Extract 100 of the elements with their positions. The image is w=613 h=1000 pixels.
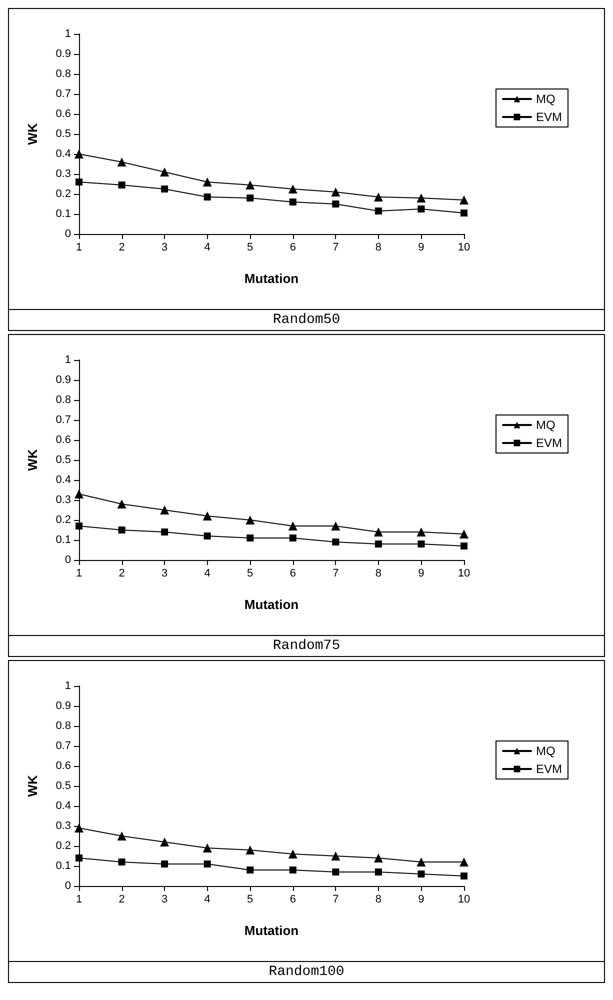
point xyxy=(117,500,126,508)
x-tick-label: 9 xyxy=(418,894,424,906)
y-tick-label: 0.2 xyxy=(56,514,71,526)
point xyxy=(160,506,170,514)
point xyxy=(460,858,468,866)
y-tick-label: 0.7 xyxy=(56,740,71,752)
point xyxy=(204,194,211,200)
x-tick-label: 10 xyxy=(458,894,470,906)
point xyxy=(161,528,168,536)
y-tick-label: 0.3 xyxy=(56,494,71,506)
y-tick-label: 0.4 xyxy=(56,474,71,486)
y-tick-label: 0.4 xyxy=(56,148,71,160)
x-tick-label: 2 xyxy=(118,894,125,906)
point xyxy=(331,188,340,196)
point xyxy=(374,208,382,214)
x-tick-label: 2 xyxy=(118,568,125,580)
point xyxy=(117,832,126,840)
x-tick-label: 5 xyxy=(247,894,254,906)
text: Random50 xyxy=(9,309,604,330)
text: Random75 xyxy=(9,635,604,656)
x-tick-label: 10 xyxy=(458,568,470,580)
point xyxy=(289,534,296,542)
y-tick-label: 0.3 xyxy=(56,168,71,180)
x-tick-label: 8 xyxy=(375,894,382,906)
point xyxy=(246,866,254,874)
point xyxy=(332,200,340,208)
point xyxy=(374,854,383,862)
x-tick-label: 6 xyxy=(290,894,296,906)
point xyxy=(118,182,126,188)
point xyxy=(246,180,255,190)
x-tick-label: 3 xyxy=(161,242,168,254)
y-tick-label: 0 xyxy=(64,880,71,892)
y-tick-label: 0.5 xyxy=(56,128,71,140)
point xyxy=(374,192,383,202)
y-tick-label: 1 xyxy=(64,354,71,366)
point xyxy=(160,838,170,846)
point xyxy=(374,540,382,548)
y-axis-title: WK xyxy=(25,774,40,797)
point xyxy=(160,168,170,176)
y-tick-label: 0.9 xyxy=(56,374,71,386)
x-tick-label: 1 xyxy=(76,242,82,254)
y-tick-label: 0 xyxy=(64,554,71,566)
point xyxy=(289,866,296,874)
point xyxy=(202,844,212,852)
y-tick-label: 0.6 xyxy=(56,108,71,120)
legend-label: MQ xyxy=(536,418,556,432)
x-tick-label: 9 xyxy=(418,568,424,580)
y-tick-label: 0.8 xyxy=(56,720,71,732)
point xyxy=(74,490,84,498)
y-tick-label: 1 xyxy=(64,28,71,40)
x-tick-label: 8 xyxy=(375,242,382,254)
y-tick-label: 0.5 xyxy=(56,454,71,466)
y-tick-label: 0.6 xyxy=(56,434,71,446)
legend-label: MQ xyxy=(536,744,556,758)
x-tick-label: 7 xyxy=(332,242,339,254)
point xyxy=(332,538,340,546)
x-tick-label: 3 xyxy=(161,894,168,906)
point xyxy=(460,530,468,538)
point xyxy=(118,526,126,534)
point xyxy=(246,516,255,524)
y-tick-label: 0.3 xyxy=(56,820,71,832)
x-tick-label: 7 xyxy=(332,568,339,580)
x-tick-label: 1 xyxy=(76,568,82,580)
x-tick-label: 3 xyxy=(161,568,168,580)
point xyxy=(332,868,340,876)
y-tick-label: 0.9 xyxy=(56,700,71,712)
point xyxy=(118,858,126,866)
y-tick-label: 0.2 xyxy=(56,840,71,852)
point xyxy=(416,858,426,866)
y-tick-label: 0.6 xyxy=(56,760,71,772)
point xyxy=(331,522,340,530)
point xyxy=(416,194,426,202)
point xyxy=(288,522,298,530)
x-tick-label: 8 xyxy=(375,568,382,580)
point xyxy=(418,870,425,878)
point xyxy=(246,194,254,202)
point xyxy=(288,850,298,858)
y-tick-label: 0.1 xyxy=(56,534,71,546)
x-tick-label: 6 xyxy=(290,242,296,254)
point xyxy=(331,852,340,860)
x-tick-label: 4 xyxy=(204,568,210,580)
x-tick-label: 5 xyxy=(247,242,254,254)
y-tick-label: 0.5 xyxy=(56,780,71,792)
x-tick-label: 1 xyxy=(76,894,82,906)
point xyxy=(418,540,425,548)
y-tick-label: 0.7 xyxy=(56,414,71,426)
point xyxy=(76,178,82,186)
x-tick-label: 4 xyxy=(204,894,210,906)
point xyxy=(289,198,296,206)
y-tick-label: 0 xyxy=(64,228,71,240)
point xyxy=(204,860,211,868)
point xyxy=(76,522,82,530)
y-tick-label: 0.8 xyxy=(56,394,71,406)
x-axis-title: Mutation xyxy=(244,597,299,612)
y-tick-label: 0.8 xyxy=(56,68,71,80)
x-tick-label: 6 xyxy=(290,568,296,580)
legend-label: MQ xyxy=(536,92,556,106)
x-axis-title: Mutation xyxy=(244,923,299,938)
point xyxy=(288,184,298,194)
point xyxy=(76,854,82,862)
